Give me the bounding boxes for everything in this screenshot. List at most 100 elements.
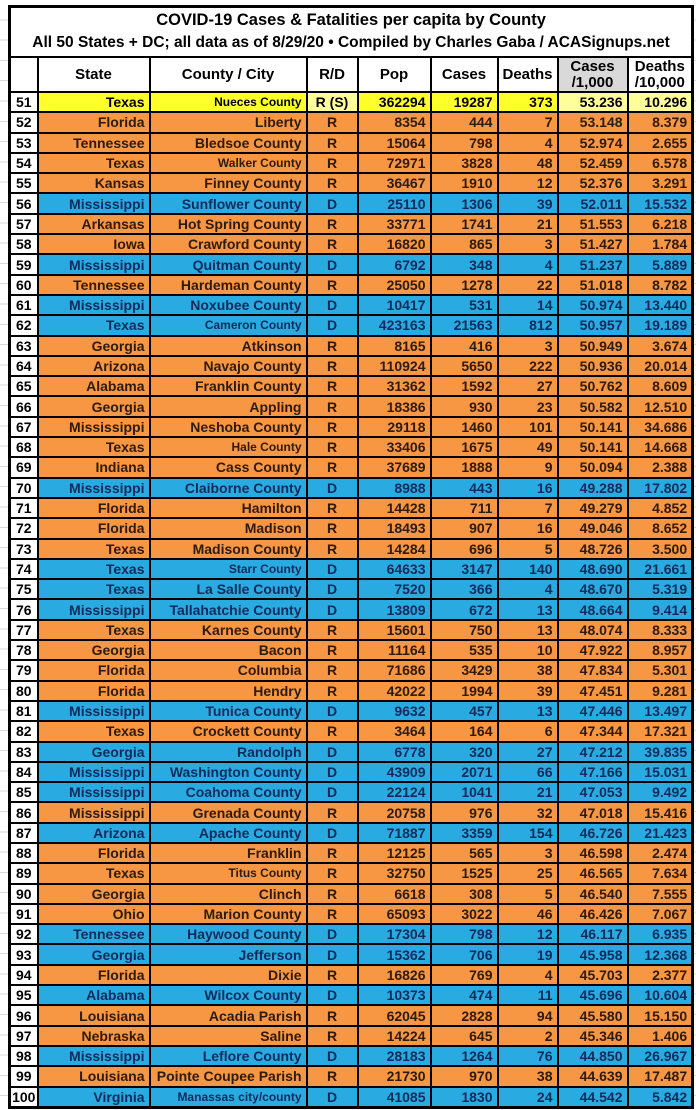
party-cell[interactable]: R bbox=[305, 963, 359, 987]
party-cell[interactable]: R bbox=[305, 111, 359, 134]
col-header-cases-per-1000[interactable]: Cases /1,000 bbox=[556, 56, 629, 93]
party-cell[interactable]: R bbox=[305, 1065, 359, 1088]
pop-cell[interactable]: 29118 bbox=[356, 415, 432, 439]
deaths-per-10000-cell[interactable]: 39.835 bbox=[626, 740, 694, 763]
pop-cell[interactable]: 8988 bbox=[356, 476, 432, 499]
deaths-per-10000-cell[interactable]: 1.784 bbox=[626, 233, 694, 256]
county-cell[interactable]: Acadia Parish bbox=[148, 1004, 308, 1027]
deaths-per-10000-cell[interactable]: 3.291 bbox=[626, 172, 694, 195]
deaths-cell[interactable]: 16 bbox=[496, 517, 559, 540]
county-cell[interactable]: Randolph bbox=[148, 740, 308, 763]
deaths-cell[interactable]: 27 bbox=[496, 740, 559, 763]
cases-per-1000-cell[interactable]: 50.936 bbox=[556, 354, 629, 378]
cases-per-1000-cell[interactable]: 47.166 bbox=[556, 760, 629, 784]
deaths-per-10000-cell[interactable]: 9.281 bbox=[626, 679, 694, 702]
cases-cell[interactable]: 3828 bbox=[429, 151, 499, 175]
rank-cell[interactable]: 72 bbox=[8, 517, 39, 540]
deaths-cell[interactable]: 25 bbox=[496, 862, 559, 885]
cases-per-1000-cell[interactable]: 51.018 bbox=[556, 273, 629, 296]
deaths-per-10000-cell[interactable]: 10.296 bbox=[626, 90, 694, 114]
county-cell[interactable]: Franklin County bbox=[148, 375, 308, 398]
cases-per-1000-cell[interactable]: 47.922 bbox=[556, 639, 629, 662]
deaths-cell[interactable]: 13 bbox=[496, 598, 559, 621]
deaths-per-10000-cell[interactable]: 20.014 bbox=[626, 354, 694, 378]
county-cell[interactable]: Madison bbox=[148, 517, 308, 540]
state-cell[interactable]: Texas bbox=[36, 90, 151, 114]
pop-cell[interactable]: 17304 bbox=[356, 923, 432, 946]
county-cell[interactable]: Dixie bbox=[148, 963, 308, 987]
party-cell[interactable]: D bbox=[305, 192, 359, 215]
deaths-cell[interactable]: 49 bbox=[496, 436, 559, 459]
deaths-cell[interactable]: 14 bbox=[496, 293, 559, 317]
cases-cell[interactable]: 798 bbox=[429, 923, 499, 946]
party-cell[interactable]: R bbox=[305, 131, 359, 154]
deaths-cell[interactable]: 19 bbox=[496, 943, 559, 966]
cases-per-1000-cell[interactable]: 47.834 bbox=[556, 659, 629, 682]
cases-per-1000-cell[interactable]: 44.639 bbox=[556, 1065, 629, 1088]
county-cell[interactable]: Starr County bbox=[148, 557, 308, 581]
pop-cell[interactable]: 12125 bbox=[356, 841, 432, 865]
cases-cell[interactable]: 696 bbox=[429, 537, 499, 560]
county-cell[interactable]: Nueces County bbox=[148, 90, 308, 114]
cases-cell[interactable]: 672 bbox=[429, 598, 499, 621]
pop-cell[interactable]: 22124 bbox=[356, 781, 432, 804]
pop-cell[interactable]: 41085 bbox=[356, 1085, 432, 1109]
deaths-per-10000-cell[interactable]: 5.889 bbox=[626, 253, 694, 276]
deaths-per-10000-cell[interactable]: 2.388 bbox=[626, 456, 694, 479]
deaths-cell[interactable]: 23 bbox=[496, 395, 559, 418]
party-cell[interactable]: R bbox=[305, 395, 359, 418]
county-cell[interactable]: Tunica County bbox=[148, 699, 308, 723]
county-cell[interactable]: Atkinson bbox=[148, 334, 308, 357]
rank-cell[interactable]: 76 bbox=[8, 598, 39, 621]
deaths-per-10000-cell[interactable]: 2.474 bbox=[626, 841, 694, 865]
party-cell[interactable]: R bbox=[305, 720, 359, 743]
col-header-state[interactable]: State bbox=[36, 56, 151, 93]
county-cell[interactable]: Quitman County bbox=[148, 253, 308, 276]
deaths-per-10000-cell[interactable]: 10.604 bbox=[626, 984, 694, 1007]
state-cell[interactable]: Florida bbox=[36, 841, 151, 865]
cases-cell[interactable]: 531 bbox=[429, 293, 499, 317]
pop-cell[interactable]: 32750 bbox=[356, 862, 432, 885]
pop-cell[interactable]: 15064 bbox=[356, 131, 432, 154]
deaths-per-10000-cell[interactable]: 7.555 bbox=[626, 882, 694, 905]
deaths-per-10000-cell[interactable]: 12.368 bbox=[626, 943, 694, 966]
pop-cell[interactable]: 10417 bbox=[356, 293, 432, 317]
county-cell[interactable]: Liberty bbox=[148, 111, 308, 134]
state-cell[interactable]: Iowa bbox=[36, 233, 151, 256]
deaths-per-10000-cell[interactable]: 6.218 bbox=[626, 212, 694, 236]
deaths-cell[interactable]: 5 bbox=[496, 537, 559, 560]
pop-cell[interactable]: 37689 bbox=[356, 456, 432, 479]
county-cell[interactable]: Clinch bbox=[148, 882, 308, 905]
state-cell[interactable]: Texas bbox=[36, 314, 151, 337]
cases-per-1000-cell[interactable]: 49.288 bbox=[556, 476, 629, 499]
cases-per-1000-cell[interactable]: 51.553 bbox=[556, 212, 629, 236]
party-cell[interactable]: R bbox=[305, 801, 359, 824]
pop-cell[interactable]: 110924 bbox=[356, 354, 432, 378]
deaths-cell[interactable]: 9 bbox=[496, 456, 559, 479]
cases-cell[interactable]: 1592 bbox=[429, 375, 499, 398]
cases-per-1000-cell[interactable]: 45.703 bbox=[556, 963, 629, 987]
cases-per-1000-cell[interactable]: 50.141 bbox=[556, 415, 629, 439]
deaths-per-10000-cell[interactable]: 15.532 bbox=[626, 192, 694, 215]
deaths-per-10000-cell[interactable]: 7.067 bbox=[626, 902, 694, 926]
cases-cell[interactable]: 1994 bbox=[429, 679, 499, 702]
state-cell[interactable]: Alabama bbox=[36, 984, 151, 1007]
state-cell[interactable]: Mississippi bbox=[36, 415, 151, 439]
county-cell[interactable]: Franklin bbox=[148, 841, 308, 865]
pop-cell[interactable]: 28183 bbox=[356, 1044, 432, 1068]
deaths-per-10000-cell[interactable]: 21.423 bbox=[626, 821, 694, 844]
cases-cell[interactable]: 865 bbox=[429, 233, 499, 256]
cases-cell[interactable]: 443 bbox=[429, 476, 499, 499]
deaths-per-10000-cell[interactable]: 5.319 bbox=[626, 578, 694, 601]
rank-cell[interactable]: 68 bbox=[8, 436, 39, 459]
state-cell[interactable]: Georgia bbox=[36, 740, 151, 763]
state-cell[interactable]: Louisiana bbox=[36, 1004, 151, 1027]
rank-cell[interactable]: 73 bbox=[8, 537, 39, 560]
rank-cell[interactable]: 54 bbox=[8, 151, 39, 175]
rank-cell[interactable]: 99 bbox=[8, 1065, 39, 1088]
county-cell[interactable]: La Salle County bbox=[148, 578, 308, 601]
pop-cell[interactable]: 25050 bbox=[356, 273, 432, 296]
pop-cell[interactable]: 7520 bbox=[356, 578, 432, 601]
party-cell[interactable]: R bbox=[305, 375, 359, 398]
deaths-cell[interactable]: 94 bbox=[496, 1004, 559, 1027]
